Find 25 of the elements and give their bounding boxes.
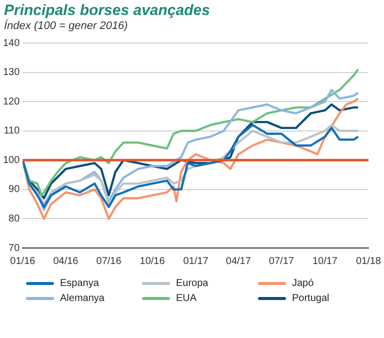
y-tick-label: 80	[8, 213, 20, 224]
legend-label: Alemanya	[60, 293, 104, 304]
legend-label: Europa	[176, 278, 208, 289]
x-tick-label: 07/16	[96, 256, 122, 267]
y-tick-label: 70	[8, 242, 20, 254]
legend-label: Portugal	[292, 293, 330, 304]
x-tick-label: 01/17	[183, 256, 209, 267]
y-tick-label: 140	[2, 38, 20, 49]
y-tick-label: 100	[2, 154, 20, 166]
chart-subtitle: Índex (100 = gener 2016)	[3, 19, 129, 34]
y-tick-label: 90	[8, 184, 20, 196]
legend-label: EUA	[176, 293, 197, 304]
y-tick-label: 130	[2, 67, 20, 78]
x-tick-label: 10/16	[140, 256, 166, 267]
chart-title: Principals borses avançades	[3, 1, 211, 19]
x-tick-label: 04/17	[226, 256, 252, 267]
x-tick-label: 04/16	[53, 256, 79, 267]
legend-label: Espanya	[60, 278, 99, 289]
legend-label: Japó	[292, 278, 314, 289]
x-tick-label: 01/16	[10, 256, 36, 267]
x-tick-label: 01/18	[356, 256, 382, 267]
y-tick-label: 110	[4, 126, 20, 137]
x-tick-label: 10/17	[312, 256, 338, 267]
x-tick-label: 07/17	[268, 256, 294, 267]
y-tick-label: 120	[2, 96, 20, 108]
